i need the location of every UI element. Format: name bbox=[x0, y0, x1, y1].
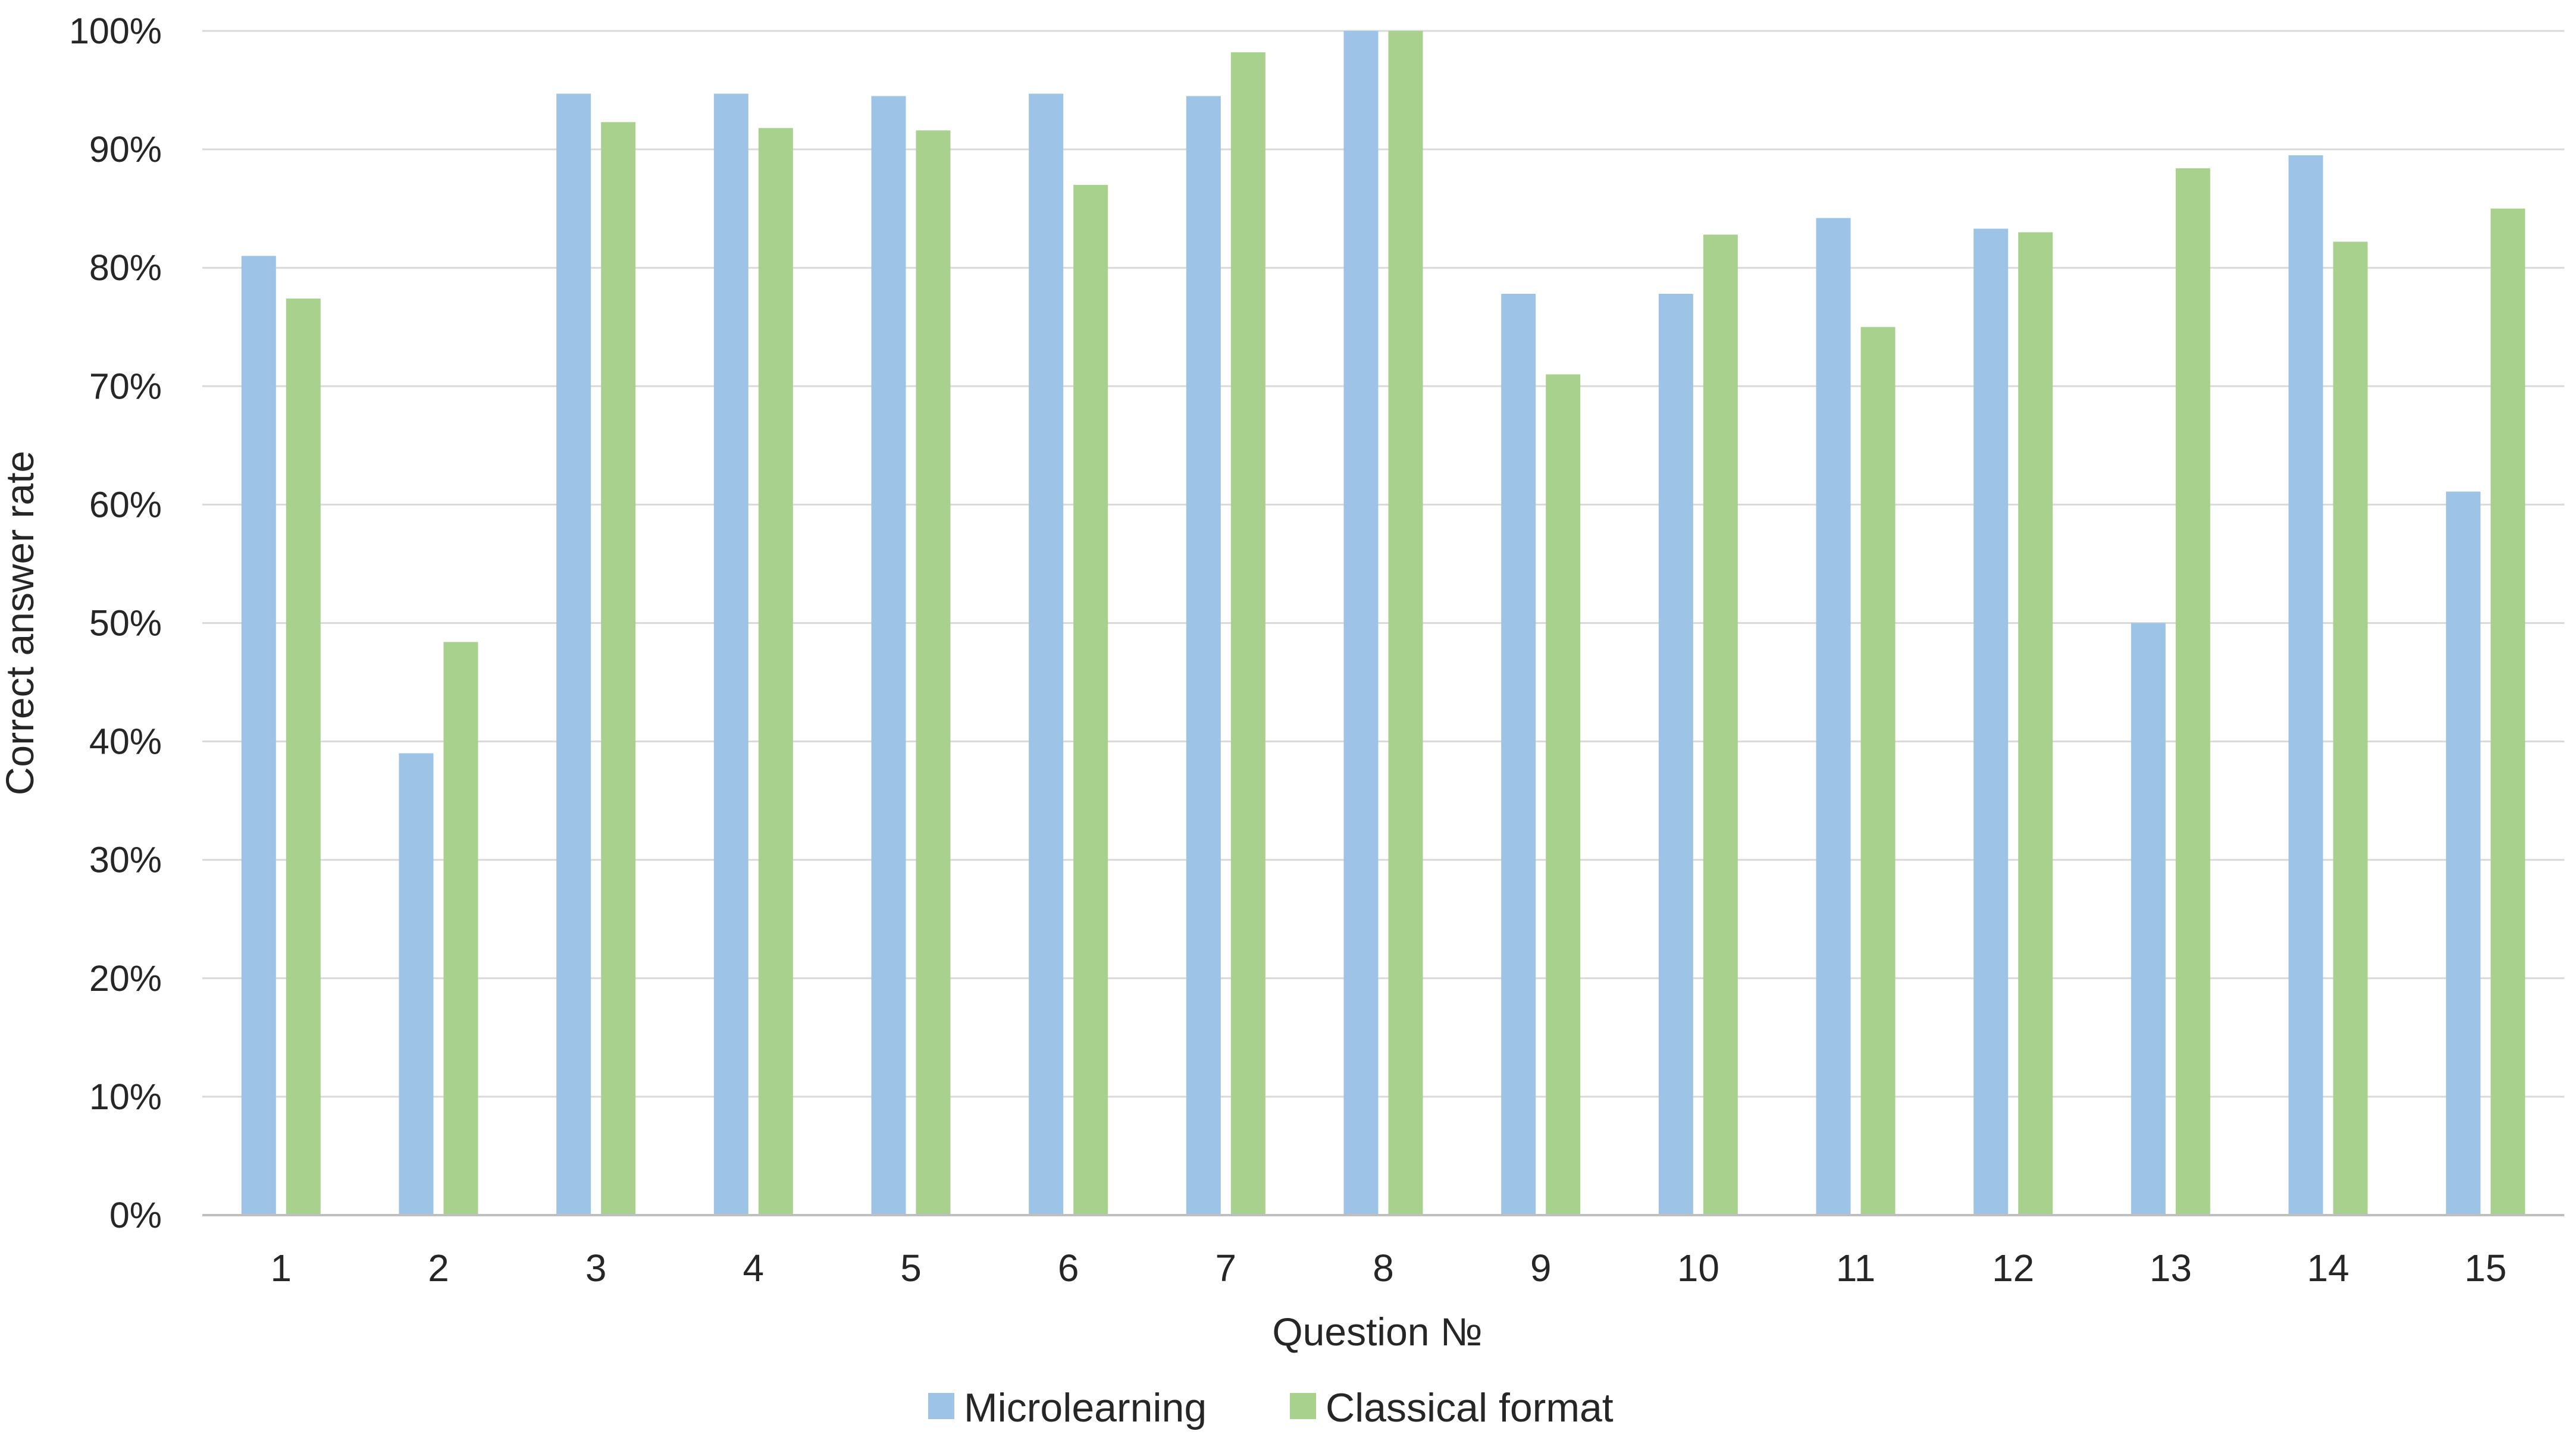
bars bbox=[241, 31, 2526, 1216]
bar-microlearning-q14 bbox=[2288, 155, 2323, 1216]
x-tick-label: 6 bbox=[1058, 1247, 1079, 1289]
x-tick-label: 2 bbox=[428, 1247, 449, 1289]
y-tick-label: 80% bbox=[89, 247, 162, 288]
x-tick-label: 5 bbox=[900, 1247, 922, 1289]
x-tick-label: 8 bbox=[1373, 1247, 1394, 1289]
bar-classical-format-q2 bbox=[443, 642, 478, 1215]
bar-microlearning-q4 bbox=[713, 93, 748, 1216]
y-tick-label: 30% bbox=[89, 840, 162, 880]
y-tick-label: 50% bbox=[89, 603, 162, 644]
bar-microlearning-q5 bbox=[871, 96, 906, 1215]
bar-microlearning-q7 bbox=[1186, 96, 1221, 1215]
y-tick-label: 100% bbox=[69, 11, 162, 51]
bar-classical-format-q4 bbox=[758, 128, 793, 1216]
bar-classical-format-q13 bbox=[2175, 168, 2210, 1215]
x-tick-label: 13 bbox=[2150, 1247, 2192, 1289]
y-axis-label: Correct answer rate bbox=[0, 451, 42, 796]
y-tick-label: 70% bbox=[89, 366, 162, 406]
bar-microlearning-q6 bbox=[1029, 93, 1064, 1216]
x-tick-label: 7 bbox=[1216, 1247, 1237, 1289]
bar-microlearning-q12 bbox=[1973, 228, 2009, 1215]
bar-classical-format-q14 bbox=[2333, 241, 2368, 1216]
x-tick-label: 12 bbox=[1992, 1247, 2034, 1289]
bar-microlearning-q15 bbox=[2446, 491, 2481, 1215]
y-tick-label: 0% bbox=[109, 1195, 162, 1235]
y-tick-label: 90% bbox=[89, 129, 162, 170]
legend-label-microlearning: Microlearning bbox=[964, 1385, 1207, 1430]
y-tick-label: 60% bbox=[89, 484, 162, 525]
legend: Microlearning Classical format bbox=[928, 1385, 1614, 1430]
bar-microlearning-q1 bbox=[241, 256, 276, 1215]
bar-microlearning-q13 bbox=[2131, 623, 2166, 1215]
y-tick-label: 10% bbox=[89, 1077, 162, 1117]
bar-classical-format-q15 bbox=[2491, 208, 2526, 1215]
legend-swatch-classical-format bbox=[1290, 1393, 1316, 1419]
bar-classical-format-q9 bbox=[1546, 374, 1581, 1215]
legend-label-classical-format: Classical format bbox=[1326, 1385, 1614, 1430]
x-tick-label: 4 bbox=[743, 1247, 765, 1289]
bar-classical-format-q7 bbox=[1230, 52, 1265, 1215]
bar-microlearning-q11 bbox=[1816, 218, 1851, 1215]
legend-swatch-microlearning bbox=[928, 1393, 954, 1419]
bar-classical-format-q3 bbox=[601, 122, 636, 1215]
x-tick-label: 10 bbox=[1677, 1247, 1719, 1289]
bar-microlearning-q3 bbox=[556, 93, 591, 1216]
y-tick-labels: 0% 10% 20% 30% 40% 50% 60% 70% 80% 90% 100% bbox=[69, 11, 162, 1235]
x-tick-label: 3 bbox=[585, 1247, 607, 1289]
bar-microlearning-q2 bbox=[399, 753, 434, 1215]
bar-classical-format-q10 bbox=[1703, 234, 1738, 1215]
x-tick-labels: 1 2 3 4 5 6 7 8 9 10 11 12 13 14 15 bbox=[271, 1247, 2507, 1289]
x-tick-label: 14 bbox=[2307, 1247, 2349, 1289]
bar-classical-format-q12 bbox=[2018, 232, 2053, 1216]
bar-classical-format-q1 bbox=[286, 298, 321, 1215]
x-tick-label: 9 bbox=[1530, 1247, 1552, 1289]
x-tick-label: 1 bbox=[271, 1247, 292, 1289]
x-axis-label: Question № bbox=[1272, 1310, 1482, 1354]
y-tick-label: 20% bbox=[89, 958, 162, 999]
bar-microlearning-q10 bbox=[1658, 294, 1693, 1216]
x-tick-label: 11 bbox=[1836, 1247, 1875, 1289]
bar-classical-format-q5 bbox=[916, 130, 951, 1215]
bar-classical-format-q8 bbox=[1388, 31, 1423, 1215]
x-tick-label: 15 bbox=[2464, 1247, 2507, 1289]
gridlines bbox=[202, 30, 2564, 1098]
bar-classical-format-q6 bbox=[1073, 184, 1108, 1216]
bar-microlearning-q8 bbox=[1343, 31, 1379, 1215]
bar-classical-format-q11 bbox=[1860, 327, 1896, 1215]
y-tick-label: 40% bbox=[89, 721, 162, 762]
bar-microlearning-q9 bbox=[1501, 294, 1536, 1216]
